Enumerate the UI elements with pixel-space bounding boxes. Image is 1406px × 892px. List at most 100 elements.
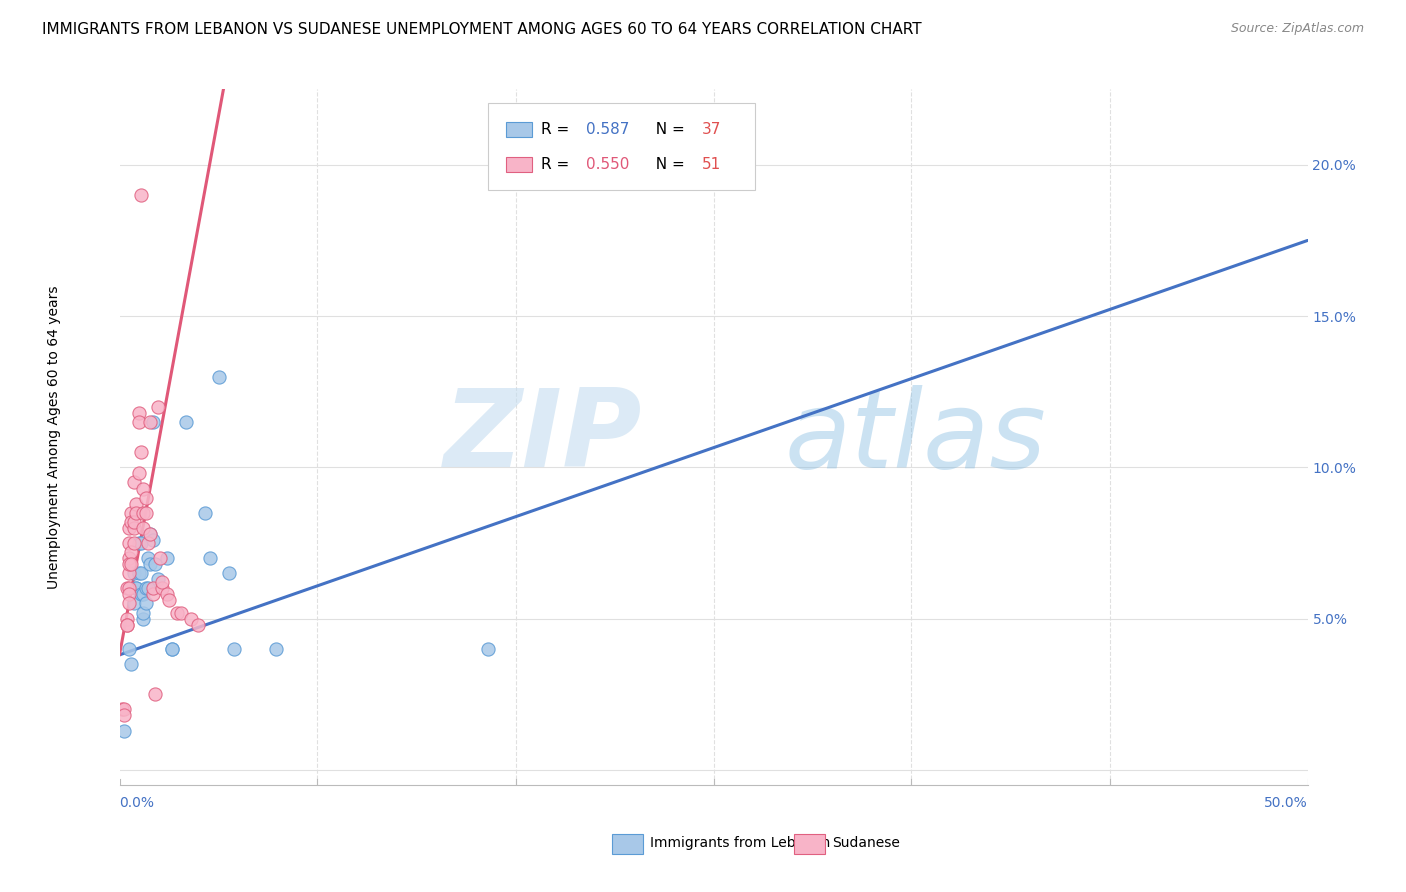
Point [222,641,245,656]
Point [122,515,145,529]
Point [149,551,172,566]
Point [120,545,142,559]
Point [118,587,141,601]
Point [187,617,209,632]
Point [139,527,162,541]
Point [143,687,166,701]
Point [135,582,157,596]
Point [180,611,202,625]
Point [560,173,582,187]
Point [115,617,138,632]
Point [129,188,152,202]
Point [125,506,148,520]
Point [125,582,148,596]
Text: N =: N = [645,157,689,172]
Point [132,606,155,620]
Point [160,641,183,656]
Point [125,497,148,511]
Text: Sudanese: Sudanese [832,836,900,850]
Point [157,593,180,607]
Point [129,445,152,459]
Point [136,536,159,550]
Point [129,536,152,550]
Point [118,582,141,596]
Text: 0.0%: 0.0% [120,797,155,810]
Point [156,551,179,566]
Point [115,617,138,632]
Point [136,551,159,566]
Point [218,566,240,581]
Text: 37: 37 [702,122,721,137]
Point [198,551,221,566]
Text: R =: R = [541,122,575,137]
Point [128,406,150,420]
Bar [506,157,531,172]
Text: Immigrants from Lebanon: Immigrants from Lebanon [650,836,830,850]
Point [122,597,145,611]
Point [118,566,141,581]
Point [118,597,141,611]
Text: IMMIGRANTS FROM LEBANON VS SUDANESE UNEMPLOYMENT AMONG AGES 60 TO 64 YEARS CORRE: IMMIGRANTS FROM LEBANON VS SUDANESE UNEM… [42,22,922,37]
Point [266,641,288,656]
Point [142,587,165,601]
Point [142,533,165,547]
Point [112,702,135,716]
FancyBboxPatch shape [488,103,755,190]
Point [132,506,155,520]
Point [150,575,173,590]
Point [146,572,169,586]
Point [129,587,152,601]
Point [128,415,150,429]
Point [142,582,165,596]
Point [118,641,141,656]
Point [115,611,138,625]
Point [132,482,155,496]
Point [128,467,150,481]
Point [118,536,141,550]
Bar [506,122,531,137]
Point [135,506,157,520]
Point [112,723,135,738]
Text: Source: ZipAtlas.com: Source: ZipAtlas.com [1230,22,1364,36]
Point [118,551,141,566]
Point [128,536,150,550]
Point [122,475,145,490]
Point [139,557,162,571]
Point [135,597,157,611]
Point [112,708,135,723]
Point [120,515,142,529]
Text: 50.0%: 50.0% [1264,797,1308,810]
Point [194,506,217,520]
Point [122,521,145,535]
Text: ZIP: ZIP [444,384,643,490]
Point [132,587,155,601]
Text: 51: 51 [702,157,721,172]
Point [174,415,197,429]
Point [118,557,141,571]
Point [120,657,142,671]
Text: 0.550: 0.550 [586,157,630,172]
Point [150,582,173,596]
Text: Unemployment Among Ages 60 to 64 years: Unemployment Among Ages 60 to 64 years [48,285,62,589]
Text: 0.587: 0.587 [586,122,630,137]
Point [122,536,145,550]
Point [115,582,138,596]
Point [139,527,162,541]
Point [118,521,141,535]
Point [208,369,231,384]
Point [160,641,183,656]
Point [143,557,166,571]
Point [132,521,155,535]
Point [111,702,134,716]
Point [170,606,193,620]
Text: N =: N = [645,122,689,137]
Point [139,415,162,429]
Point [129,566,152,581]
Point [120,557,142,571]
Point [146,400,169,414]
Point [156,587,179,601]
Text: atlas: atlas [785,384,1046,490]
Text: R =: R = [541,157,575,172]
Point [128,566,150,581]
Point [135,491,157,505]
